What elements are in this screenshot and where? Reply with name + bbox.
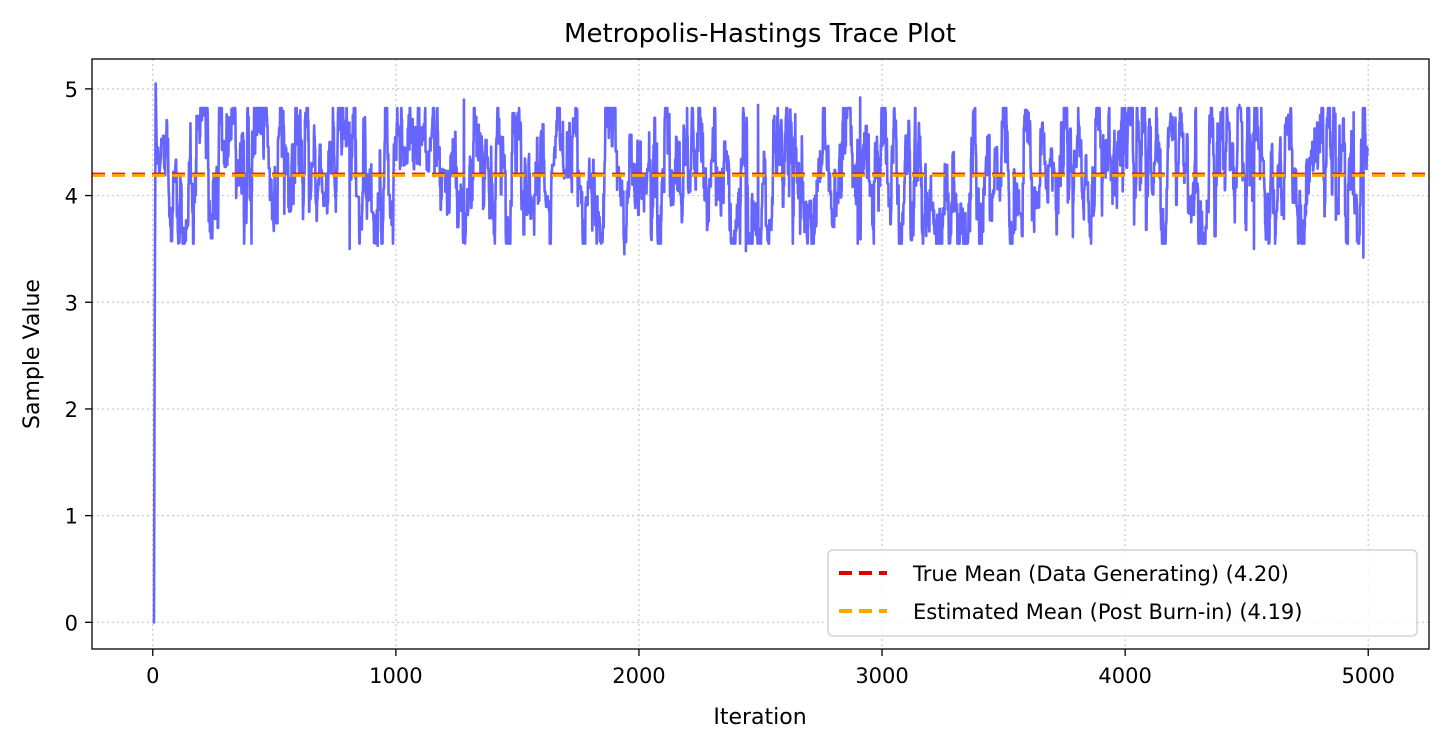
chart-title: Metropolis-Hastings Trace Plot [564, 19, 956, 49]
x-axis: 0 1000 2000 3000 4000 5000 [146, 649, 1395, 688]
legend-box [827, 549, 1418, 637]
x-tick-label: 4000 [1098, 664, 1151, 688]
y-tick-label: 5 [65, 78, 78, 102]
x-tick-label: 3000 [855, 664, 908, 688]
x-axis-label: Iteration [713, 705, 806, 730]
y-tick-label: 4 [65, 185, 78, 209]
legend: True Mean (Data Generating) (4.20) Estim… [827, 549, 1418, 637]
x-tick-label: 0 [146, 664, 159, 688]
y-tick-label: 2 [65, 398, 78, 422]
legend-label-true-mean: True Mean (Data Generating) (4.20) [912, 562, 1289, 586]
x-tick-label: 2000 [612, 664, 665, 688]
y-tick-label: 0 [65, 611, 78, 635]
y-tick-label: 3 [65, 291, 78, 315]
plot-area [92, 82, 1429, 624]
x-tick-label: 5000 [1342, 664, 1395, 688]
y-axis: 0 1 2 3 4 5 [65, 78, 92, 635]
plot-frame [91, 58, 1430, 650]
trace-line [152, 82, 1370, 624]
y-tick-label: 1 [65, 505, 78, 529]
legend-label-estimated-mean: Estimated Mean (Post Burn-in) (4.19) [913, 600, 1302, 624]
y-axis-label: Sample Value [20, 279, 45, 429]
x-tick-label: 1000 [369, 664, 422, 688]
